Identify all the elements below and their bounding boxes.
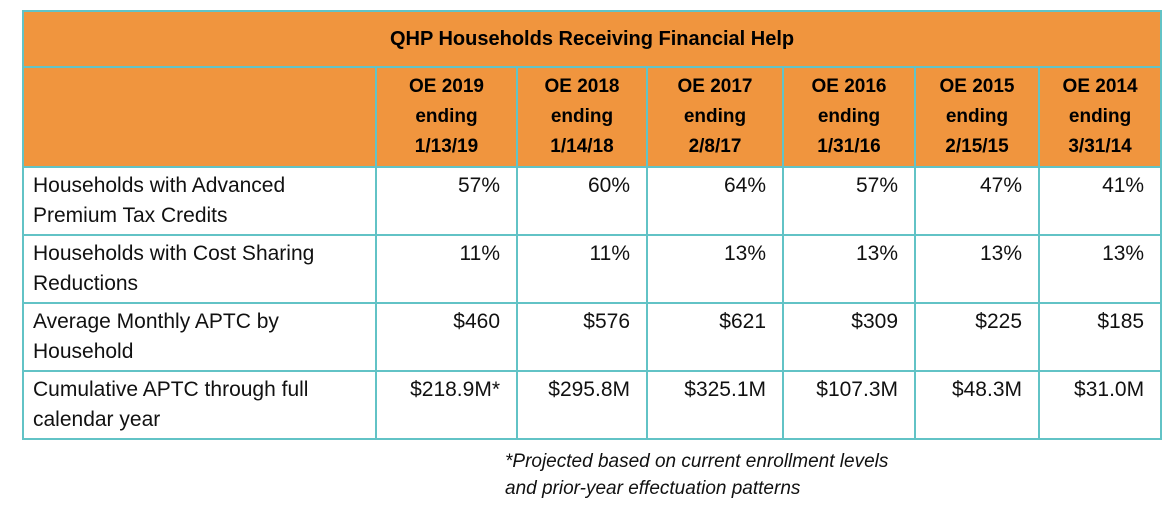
row-label: Households with Cost Sharing Reductions (22, 234, 377, 304)
value-cell: 47% (914, 166, 1040, 236)
column-header-oe2016: OE 2016 ending 1/31/16 (782, 66, 916, 168)
value-cell: $295.8M (516, 370, 648, 440)
column-header-oe2018: OE 2018 ending 1/14/18 (516, 66, 648, 168)
qhp-financial-help-table: QHP Households Receiving Financial Help … (21, 10, 1163, 440)
column-header-oe2019: OE 2019 ending 1/13/19 (375, 66, 518, 168)
value-cell: $218.9M* (375, 370, 518, 440)
value-cell: $31.0M (1037, 370, 1163, 440)
column-header-oe2015: OE 2015 ending 2/15/15 (914, 66, 1040, 168)
value-cell: 13% (782, 234, 916, 304)
value-cell: $48.3M (914, 370, 1040, 440)
value-cell: 57% (782, 166, 916, 236)
value-cell: 13% (1037, 234, 1163, 304)
row-label: Cumulative APTC through full calendar ye… (22, 370, 377, 440)
table-header-row: OE 2019 ending 1/13/19 OE 2018 ending 1/… (22, 66, 1163, 168)
value-cell: $107.3M (782, 370, 916, 440)
value-cell: 57% (375, 166, 518, 236)
value-cell: $325.1M (646, 370, 784, 440)
value-cell: $460 (375, 302, 518, 372)
column-header-oe2014: OE 2014 ending 3/31/14 (1037, 66, 1163, 168)
value-cell: $225 (914, 302, 1040, 372)
table-row: Households with Cost Sharing Reductions … (22, 234, 1163, 304)
value-cell: $309 (782, 302, 916, 372)
value-cell: 11% (516, 234, 648, 304)
value-cell: $576 (516, 302, 648, 372)
projection-footnote: *Projected based on current enrollment l… (505, 451, 889, 499)
value-cell: 11% (375, 234, 518, 304)
table-row: Cumulative APTC through full calendar ye… (22, 370, 1163, 440)
value-cell: 64% (646, 166, 784, 236)
value-cell: 60% (516, 166, 648, 236)
table-row: Households with Advanced Premium Tax Cre… (22, 166, 1163, 236)
corner-cell (22, 66, 377, 168)
column-header-oe2017: OE 2017 ending 2/8/17 (646, 66, 784, 168)
value-cell: $621 (646, 302, 784, 372)
table-row: Average Monthly APTC by Household $460 $… (22, 302, 1163, 372)
value-cell: 41% (1037, 166, 1163, 236)
value-cell: $185 (1037, 302, 1163, 372)
row-label: Households with Advanced Premium Tax Cre… (22, 166, 377, 236)
value-cell: 13% (914, 234, 1040, 304)
row-label: Average Monthly APTC by Household (22, 302, 377, 372)
table-title-row: QHP Households Receiving Financial Help (21, 10, 1163, 68)
table-title: QHP Households Receiving Financial Help (21, 10, 1163, 68)
value-cell: 13% (646, 234, 784, 304)
